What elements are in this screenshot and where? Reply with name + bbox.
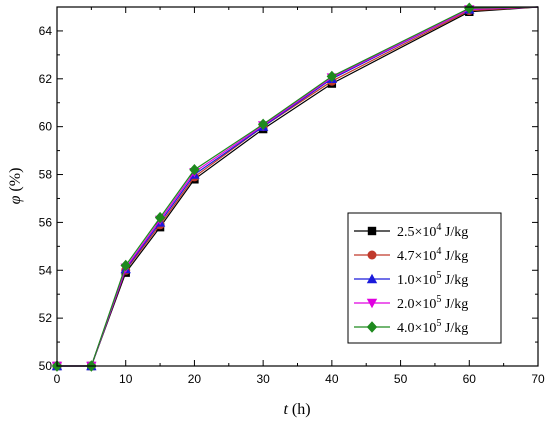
legend-label: 4.0×105 J/kg: [397, 318, 468, 336]
series-layer: [51, 2, 539, 372]
y-tick-label: 60: [39, 120, 53, 134]
legend-marker: [366, 298, 378, 309]
x-tick-label: 0: [54, 372, 61, 386]
legend-marker: [366, 321, 378, 333]
legend-marker: [367, 226, 377, 236]
data-point: [464, 2, 475, 14]
legend-label: 2.5×104 J/kg: [397, 222, 468, 240]
y-tick-label: 54: [39, 263, 53, 277]
x-axis-symbol: t: [283, 401, 288, 418]
legend-item: 4.0×105 J/kg: [354, 318, 468, 336]
x-tick-label: 10: [119, 372, 133, 386]
data-point: [257, 118, 269, 130]
y-tick-label: 62: [39, 72, 53, 86]
legend-item: 2.5×104 J/kg: [354, 222, 468, 240]
x-axis-unit: (h): [288, 401, 311, 418]
x-tick-label: 70: [531, 372, 545, 386]
legend-marker: [367, 250, 377, 260]
y-tick-label: 50: [39, 359, 53, 373]
plot-frame: [56, 6, 539, 367]
x-tick-label: 30: [256, 372, 270, 386]
legend-label: 4.7×104 J/kg: [397, 246, 468, 264]
x-tick-label: 60: [463, 372, 477, 386]
y-axis-symbol: φ: [7, 195, 24, 204]
data-point: [189, 164, 200, 176]
x-tick-label: 40: [325, 372, 339, 386]
x-tick-label: 20: [188, 372, 202, 386]
legend-label: 1.0×105 J/kg: [397, 270, 468, 288]
axis-ticks: 0 10 20 30 40 50 60 70 50 52 54 56 58 60 62 64: [39, 7, 545, 386]
y-tick-label: 64: [39, 24, 53, 38]
y-tick-label: 58: [39, 168, 53, 182]
data-point: [120, 259, 131, 272]
data-point: [326, 70, 338, 83]
y-tick-label: 52: [39, 311, 53, 325]
legend-item: 4.7×104 J/kg: [354, 246, 468, 264]
y-axis-title: φ (%): [7, 168, 24, 205]
legend-label: 2.0×105 J/kg: [397, 294, 468, 312]
x-axis-title: t (h): [283, 401, 310, 418]
legend: 2.5×104 J/kg 4.7×104 J/kg 1.0×105 J/kg 2.0×…: [347, 212, 502, 344]
legend-marker: [366, 273, 378, 284]
y-axis-unit: (%): [7, 168, 24, 196]
y-tick-label: 56: [39, 215, 53, 229]
x-tick-label: 50: [394, 372, 408, 386]
legend-item: 1.0×105 J/kg: [354, 270, 468, 288]
data-point: [154, 211, 166, 224]
legend-item: 2.0×105 J/kg: [354, 294, 468, 312]
